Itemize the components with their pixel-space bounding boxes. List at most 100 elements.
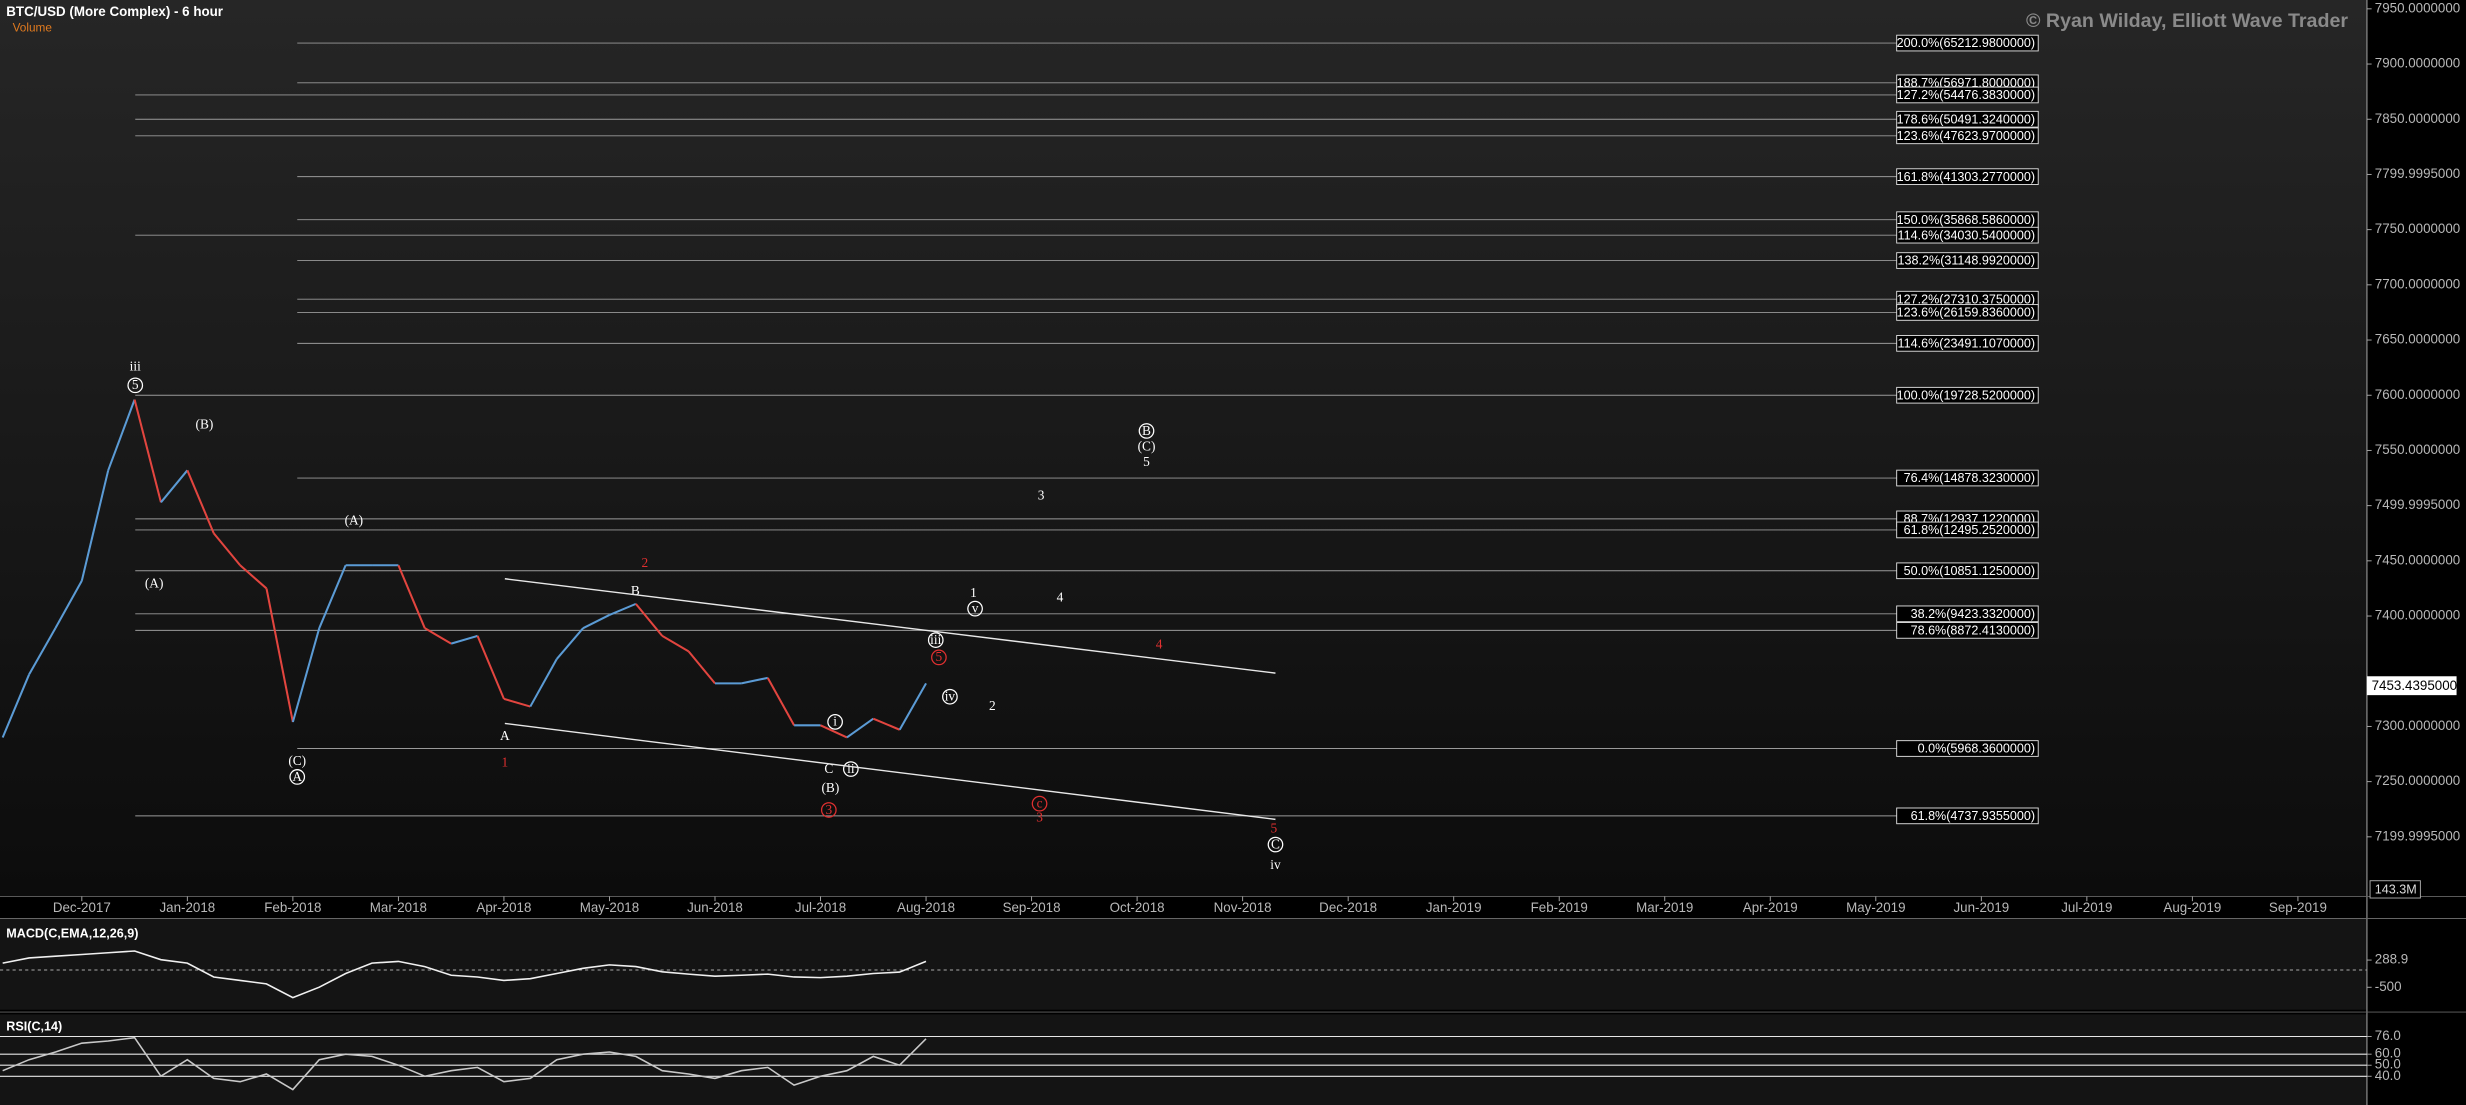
wave-label: (A) xyxy=(145,575,164,590)
price-segment xyxy=(741,676,768,685)
fib-label: 61.8%(12495.2520000) xyxy=(1904,523,2035,537)
x-tick-label: Sep-2019 xyxy=(2269,900,2327,915)
price-segment xyxy=(107,399,136,471)
price-segment xyxy=(186,469,215,534)
x-tick-label: May-2019 xyxy=(1846,900,1905,915)
wave-circle xyxy=(842,761,859,777)
rsi-panel xyxy=(0,1014,2367,1105)
wave-circle xyxy=(942,688,958,705)
wave-label: (B) xyxy=(821,780,839,795)
wave-label: B xyxy=(1142,423,1151,438)
price-segment xyxy=(661,635,690,653)
x-tick-label: Feb-2019 xyxy=(1531,900,1588,915)
price-segment xyxy=(28,627,57,676)
wave-label: 5 xyxy=(1271,821,1278,836)
wave-label: (B) xyxy=(196,416,214,431)
fib-label: 138.2%(31148.9920000) xyxy=(1898,254,2036,268)
wave-circle xyxy=(927,632,944,648)
price-segment xyxy=(820,724,848,739)
fib-label: 0.0%(5968.3600000) xyxy=(1918,742,2035,756)
volume-label: Volume xyxy=(13,21,53,34)
macd-title: MACD(C,EMA,12,26,9) xyxy=(6,927,138,941)
fib-label-box xyxy=(1896,34,2039,52)
price-segment xyxy=(766,677,796,726)
fib-label-box xyxy=(1896,386,2039,404)
wave-circle xyxy=(931,649,947,666)
fib-label: 188.7%(56971.8000000) xyxy=(1897,76,2035,90)
wave-label: A xyxy=(292,769,302,784)
x-tick-label: May-2018 xyxy=(580,900,639,915)
wave-label: c xyxy=(1037,796,1043,811)
price-segment xyxy=(555,627,584,660)
y-tick-label: 7650.0000000 xyxy=(2375,332,2460,347)
x-tick-label: Dec-2018 xyxy=(1319,900,1377,915)
price-segment xyxy=(635,603,664,637)
x-tick-label: Apr-2018 xyxy=(476,900,531,915)
price-segment xyxy=(450,634,478,645)
y-tick-label: 288.9 xyxy=(2375,952,2408,967)
wave-circle xyxy=(827,714,843,730)
fib-label-box xyxy=(1896,168,2039,185)
y-tick-label: 40.0 xyxy=(2375,1068,2401,1083)
y-tick-label: 60.0 xyxy=(2375,1046,2401,1061)
wave-label: 3 xyxy=(1036,810,1043,825)
y-tick-label: 7450.0000000 xyxy=(2375,552,2460,567)
x-tick-label: Mar-2018 xyxy=(370,900,427,915)
fib-label-box xyxy=(1896,740,2039,757)
wave-label: 5 xyxy=(936,649,943,664)
x-tick-label: Dec-2017 xyxy=(53,900,111,915)
price-segment xyxy=(291,627,321,723)
wave-label: A xyxy=(500,728,510,743)
fib-label: 200.0%(65212.9800000) xyxy=(1897,36,2035,50)
fib-label-box xyxy=(1896,807,2039,825)
y-tick-label: 7950.0000000 xyxy=(2375,0,2460,15)
wave-label: iii xyxy=(130,358,141,373)
wave-label: (C) xyxy=(1138,439,1156,454)
y-tick-label: 7600.0000000 xyxy=(2375,387,2460,402)
price-segment xyxy=(687,650,716,685)
x-tick-label: Feb-2018 xyxy=(264,900,321,915)
y-tick-label: 50.0 xyxy=(2375,1057,2401,1072)
right-axis-area xyxy=(2366,0,2466,1105)
last-price-box xyxy=(2366,676,2457,696)
x-tick-label: Sep-2018 xyxy=(1003,900,1061,915)
wave-label: (C) xyxy=(288,753,306,768)
y-tick-label: 7250.0000000 xyxy=(2375,773,2460,788)
price-segment xyxy=(239,564,268,590)
wave-label: 1 xyxy=(970,585,977,600)
wave-label: 5 xyxy=(1143,454,1150,469)
fib-label-box xyxy=(1896,521,2039,539)
y-tick-label: 7199.9995000 xyxy=(2375,828,2460,843)
y-tick-label: 76.0 xyxy=(2375,1028,2401,1043)
chart-title: BTC/USD (More Complex) - 6 hour xyxy=(6,4,223,19)
price-segment xyxy=(503,697,531,708)
macd-panel xyxy=(0,918,2367,1010)
fib-label-box xyxy=(1896,562,2039,580)
x-tick-label: Apr-2019 xyxy=(1743,900,1798,915)
price-segment xyxy=(318,564,347,629)
fib-label: 114.6%(23491.1070000) xyxy=(1898,336,2036,350)
wave-label: 3 xyxy=(825,802,832,817)
wave-label: C xyxy=(824,761,833,776)
x-tick-label: Aug-2018 xyxy=(897,900,955,915)
fib-label-box xyxy=(1896,304,2039,321)
fib-label: 161.8%(41303.2770000) xyxy=(1897,170,2035,184)
x-tick-label: Jan-2018 xyxy=(159,900,215,915)
wave-label: 4 xyxy=(1057,589,1064,604)
fib-label: 50.0%(10851.1250000) xyxy=(1904,564,2035,578)
x-tick-label: Aug-2019 xyxy=(2163,900,2221,915)
wave-label: C xyxy=(1271,836,1280,851)
fib-label-box xyxy=(1896,622,2039,639)
fib-label: 178.6%(50491.3240000) xyxy=(1897,112,2035,126)
fib-label: 123.6%(47623.9700000) xyxy=(1897,129,2035,143)
fib-label: 76.4%(14878.3230000) xyxy=(1904,471,2035,485)
wave-circle xyxy=(127,377,144,394)
price-segment xyxy=(80,470,110,581)
wave-label: 2 xyxy=(641,555,648,570)
fib-label: 123.6%(26159.8360000) xyxy=(1897,306,2035,320)
fib-label-box xyxy=(1896,252,2039,269)
x-tick-label: Mar-2019 xyxy=(1636,900,1693,915)
price-segment xyxy=(160,469,189,503)
